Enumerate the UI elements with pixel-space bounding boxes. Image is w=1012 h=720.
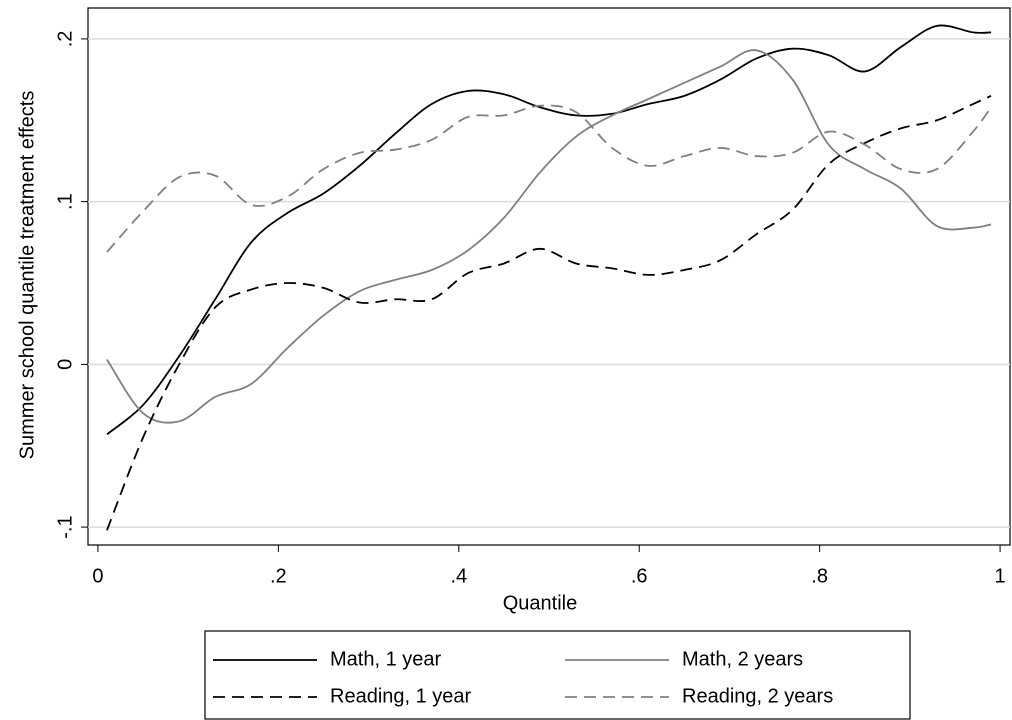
y-tick-label: .1 (54, 193, 76, 210)
x-tick-label: 1 (995, 565, 1006, 587)
plot-frame (87, 7, 1011, 546)
x-tick-label: .2 (270, 565, 287, 587)
series-line (106, 95, 992, 531)
x-tick-label: .4 (450, 565, 467, 587)
y-tick-label: -.1 (54, 515, 76, 538)
x-tick-label: .8 (811, 565, 828, 587)
legend-label: Math, 1 year (330, 648, 442, 670)
y-tick-label: 0 (54, 359, 76, 370)
x-axis-label: Quantile (503, 592, 578, 614)
series-line (106, 104, 992, 253)
series-line (106, 24, 992, 436)
legend-box (204, 630, 911, 720)
legend-label: Reading, 1 year (330, 685, 472, 707)
x-tick-label: 0 (92, 565, 103, 587)
x-tick-label: .6 (631, 565, 648, 587)
legend-label: Math, 2 years (682, 648, 803, 670)
y-tick-label: .2 (54, 31, 76, 48)
y-axis-label: Summer school quantile treatment effects (16, 91, 38, 460)
series-line (106, 49, 992, 424)
legend-label: Reading, 2 years (682, 685, 833, 707)
